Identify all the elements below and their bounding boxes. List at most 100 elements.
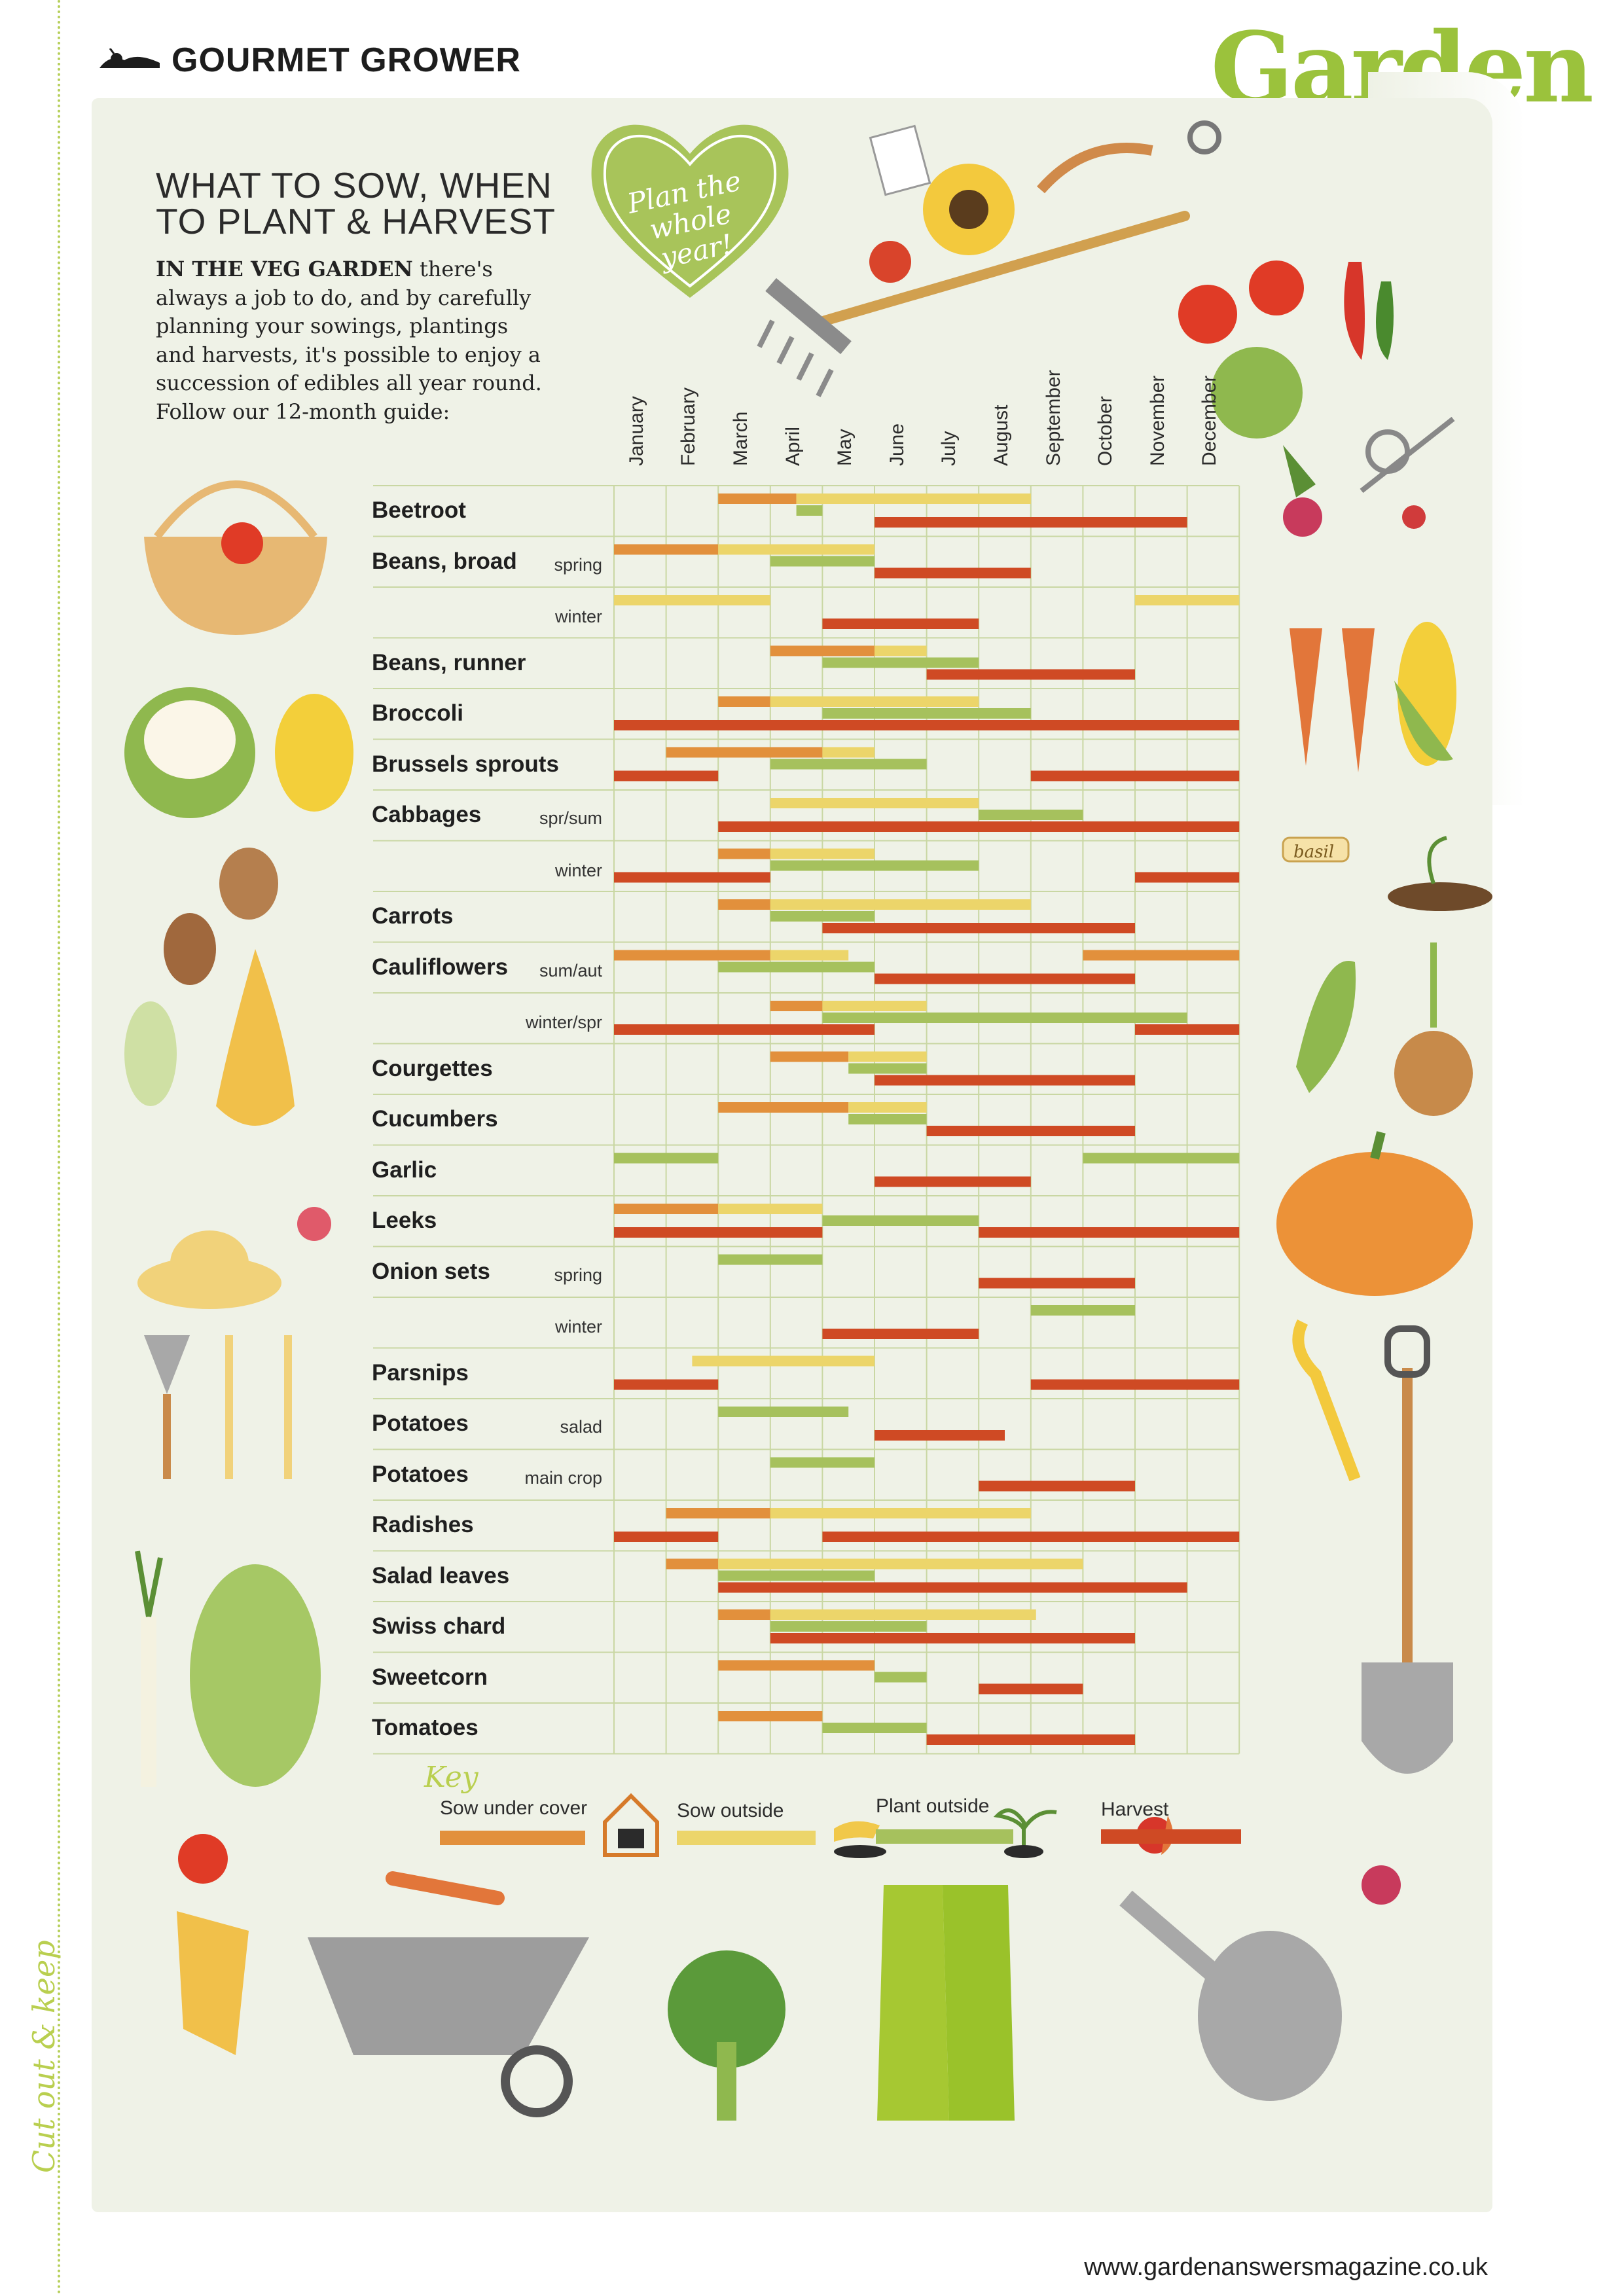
month-label: July bbox=[938, 431, 960, 466]
key-label: Sow outside bbox=[677, 1800, 784, 1821]
crop-name: Tomatoes bbox=[372, 1715, 478, 1740]
crop-name: Courgettes bbox=[372, 1055, 493, 1081]
footer-url[interactable]: www.gardenanswersmagazine.co.uk bbox=[1084, 2253, 1488, 2281]
bar-plant-outside bbox=[848, 1114, 927, 1124]
vegetable-basket-icon bbox=[144, 480, 327, 635]
crop-name: Onion sets bbox=[372, 1258, 490, 1284]
bar-harvest bbox=[770, 1633, 1135, 1643]
bar-sow-under-cover bbox=[770, 645, 875, 656]
month-label: April bbox=[782, 426, 804, 466]
month-label: October bbox=[1094, 396, 1117, 466]
bar-sow-under-cover bbox=[614, 950, 770, 961]
bar-sow-under-cover bbox=[718, 1102, 849, 1113]
bar-sow-under-cover bbox=[1083, 950, 1240, 961]
key-swatch bbox=[876, 1829, 1013, 1844]
bar-sow-under-cover bbox=[666, 1508, 770, 1518]
bar-sow-outside bbox=[848, 1051, 927, 1062]
bar-plant-outside bbox=[979, 810, 1083, 820]
bar-harvest bbox=[926, 669, 1135, 680]
bar-plant-outside bbox=[770, 860, 979, 871]
month-label: September bbox=[1042, 370, 1064, 466]
month-label: November bbox=[1146, 375, 1168, 466]
bar-sow-outside bbox=[770, 899, 1031, 910]
bar-plant-outside bbox=[848, 1063, 927, 1074]
watering-can-radish-icon bbox=[1119, 1865, 1401, 2101]
bar-harvest bbox=[822, 1329, 979, 1339]
crop-name: Beans, broad bbox=[372, 548, 517, 574]
key-swatch bbox=[677, 1831, 816, 1845]
hat-garden-tools-icon bbox=[137, 1207, 331, 1479]
bar-sow-outside bbox=[875, 645, 927, 656]
crop-name: Radishes bbox=[372, 1512, 474, 1537]
bar-harvest bbox=[614, 1024, 875, 1035]
bar-sow-outside bbox=[796, 493, 1031, 504]
bar-harvest bbox=[926, 1734, 1135, 1745]
poster-sheet bbox=[92, 98, 1492, 2212]
leek-cabbage-icon bbox=[135, 1551, 321, 1787]
crop-name: Beans, runner bbox=[372, 649, 526, 675]
bar-harvest bbox=[822, 923, 1135, 933]
pumpkin-icon bbox=[1276, 1131, 1473, 1296]
bar-harvest bbox=[875, 517, 1187, 528]
key-title: Key bbox=[424, 1761, 478, 1794]
tomatoes-chilli-icon bbox=[1178, 260, 1394, 439]
crop-name: Potatoes bbox=[372, 1461, 469, 1487]
month-label: January bbox=[625, 396, 647, 466]
crop-name: Leeks bbox=[372, 1208, 437, 1233]
bar-harvest bbox=[875, 567, 1031, 579]
title-line-1: WHAT TO SOW, WHEN bbox=[156, 165, 552, 206]
bar-harvest bbox=[979, 1227, 1240, 1238]
bar-sow-outside bbox=[770, 1508, 1031, 1518]
bar-harvest bbox=[614, 1227, 823, 1238]
month-label: June bbox=[886, 423, 908, 466]
bar-harvest bbox=[979, 1683, 1083, 1695]
bar-sow-under-cover bbox=[718, 848, 770, 859]
crop-variant: spring bbox=[554, 554, 602, 575]
crop-variant: winter bbox=[554, 860, 602, 880]
bar-sow-outside bbox=[1135, 595, 1240, 605]
crop-name: Carrots bbox=[372, 903, 454, 929]
bar-harvest bbox=[875, 973, 1135, 984]
crop-name: Potatoes bbox=[372, 1410, 469, 1436]
crop-name: Cabbages bbox=[372, 802, 482, 827]
bar-harvest bbox=[875, 1176, 1031, 1187]
bar-sow-under-cover bbox=[718, 1609, 770, 1620]
section-header: GOURMET GROWER bbox=[97, 41, 521, 80]
key-swatch bbox=[1101, 1829, 1241, 1844]
bar-harvest bbox=[614, 1379, 719, 1390]
bar-harvest bbox=[718, 821, 1240, 832]
broccoli-boots-icon bbox=[668, 1885, 1015, 2121]
radish-scissors-icon bbox=[1283, 416, 1455, 537]
bar-harvest bbox=[979, 1480, 1135, 1492]
greenhouse-icon bbox=[603, 1793, 659, 1857]
bar-sow-under-cover bbox=[614, 544, 719, 555]
bar-plant-outside bbox=[614, 1153, 719, 1164]
bar-plant-outside bbox=[770, 911, 875, 922]
bar-sow-outside bbox=[822, 747, 875, 758]
bar-sow-outside bbox=[614, 595, 770, 605]
crop-name: Brussels sprouts bbox=[372, 751, 559, 777]
crop-name: Sweetcorn bbox=[372, 1664, 488, 1690]
crop-variant: sum/aut bbox=[539, 960, 602, 980]
bar-harvest bbox=[979, 1278, 1135, 1289]
bar-sow-outside bbox=[822, 1001, 927, 1011]
bar-sow-outside bbox=[770, 798, 979, 808]
crop-variant: salad bbox=[560, 1417, 602, 1437]
bar-plant-outside bbox=[770, 759, 927, 770]
bar-harvest bbox=[1135, 1024, 1240, 1035]
bar-harvest bbox=[614, 720, 1240, 730]
key-swatch bbox=[440, 1831, 585, 1845]
page-title: WHAT TO SOW, WHEN TO PLANT & HARVEST bbox=[156, 168, 556, 240]
bar-plant-outside bbox=[770, 556, 875, 567]
bar-harvest bbox=[614, 770, 719, 781]
bar-plant-outside bbox=[822, 1215, 979, 1226]
bar-sow-under-cover bbox=[770, 1001, 823, 1011]
bar-sow-under-cover bbox=[718, 493, 797, 504]
crop-name: Broccoli bbox=[372, 700, 464, 726]
crop-variant: main crop bbox=[524, 1467, 602, 1488]
month-label: December bbox=[1199, 375, 1221, 466]
bar-plant-outside bbox=[822, 1723, 927, 1733]
bar-sow-under-cover bbox=[718, 1660, 875, 1671]
bar-harvest bbox=[822, 619, 979, 629]
bar-plant-outside bbox=[770, 1457, 875, 1468]
